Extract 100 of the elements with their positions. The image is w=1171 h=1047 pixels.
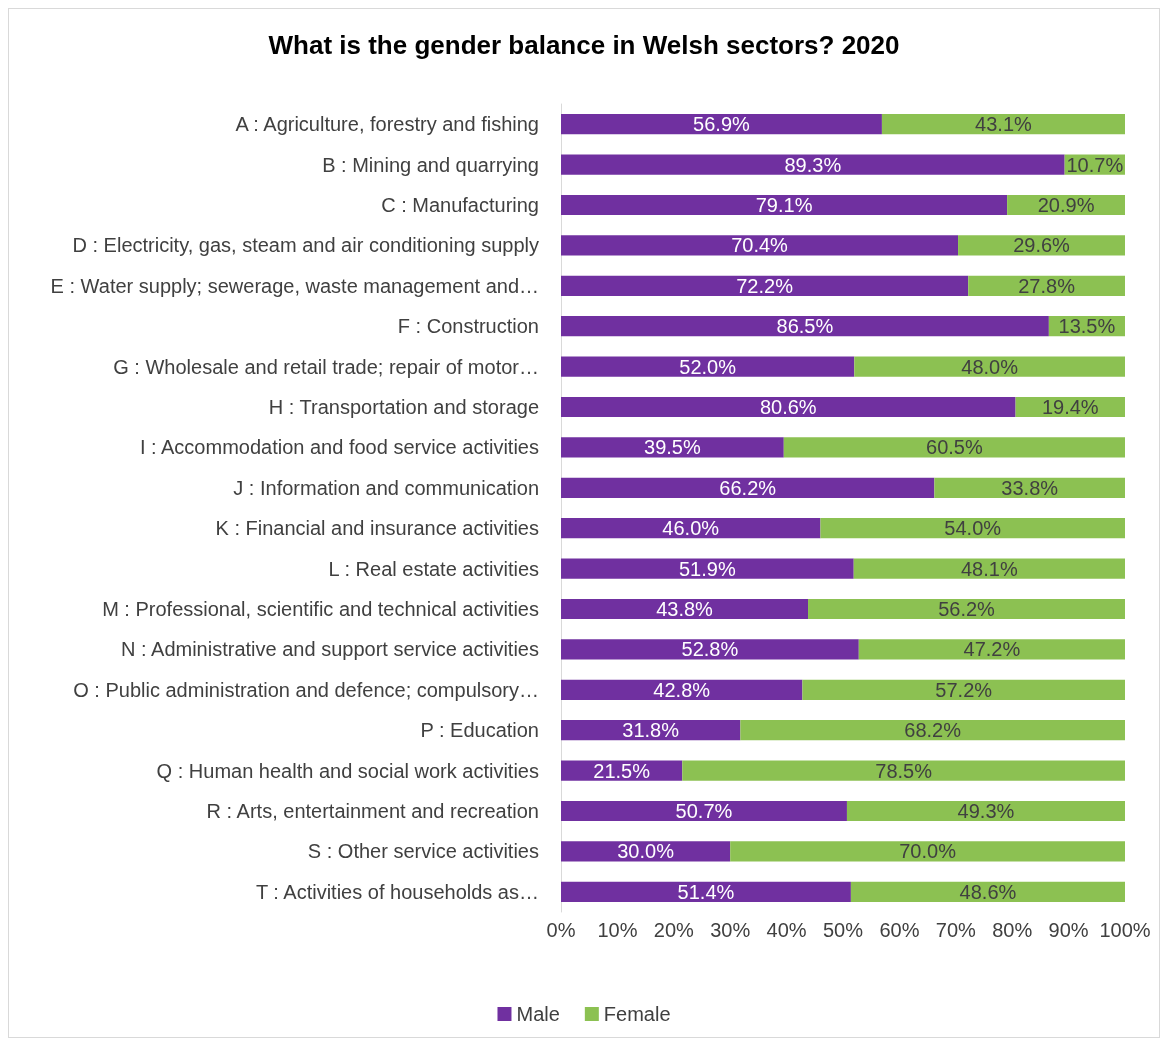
bar xyxy=(561,235,959,256)
data-label: 47.2% xyxy=(963,638,1021,661)
bar xyxy=(846,800,1125,822)
bar xyxy=(561,841,731,862)
bar xyxy=(854,356,1125,377)
bar xyxy=(561,396,1016,418)
data-label: 33.8% xyxy=(1001,476,1059,499)
y-tick-label: N : Administrative and support service activities xyxy=(121,638,539,661)
data-label: 48.6% xyxy=(959,880,1017,903)
bar xyxy=(730,841,1125,862)
bar xyxy=(561,639,859,660)
data-label: 27.8% xyxy=(1018,274,1076,297)
data-label: 48.0% xyxy=(961,355,1019,378)
y-tick-label: H : Transportation and storage xyxy=(268,396,539,418)
data-label: 80.6% xyxy=(759,396,817,418)
data-label: 60.5% xyxy=(926,436,983,459)
data-label: 68.2% xyxy=(904,719,962,742)
data-label: 43.8% xyxy=(656,598,714,620)
bar xyxy=(561,518,821,539)
data-label: 46.0% xyxy=(662,517,720,540)
bar xyxy=(561,800,847,822)
bar xyxy=(561,356,855,377)
data-label: 31.8% xyxy=(622,719,680,742)
data-label: 72.2% xyxy=(736,274,794,297)
bar xyxy=(808,598,1125,620)
data-label: 89.3% xyxy=(784,153,842,176)
data-label: 50.7% xyxy=(675,800,733,822)
data-label: 29.6% xyxy=(1013,234,1071,257)
bar xyxy=(561,558,854,579)
bar xyxy=(561,598,809,620)
bar xyxy=(561,679,803,700)
bar xyxy=(561,194,1008,216)
bar xyxy=(858,639,1125,660)
data-label: 54.0% xyxy=(944,517,1002,540)
bar xyxy=(853,558,1125,579)
data-label: 39.5% xyxy=(644,436,701,459)
data-label: 56.2% xyxy=(938,598,996,620)
bar xyxy=(561,114,882,135)
data-label: 51.4% xyxy=(677,880,735,903)
x-tick-label: 90% xyxy=(1048,919,1089,941)
y-tick-label: E : Water supply; sewerage, waste management and… xyxy=(50,274,539,297)
bar xyxy=(881,114,1125,135)
data-label: 19.4% xyxy=(1041,396,1099,418)
data-label: 52.8% xyxy=(681,638,739,661)
y-tick-label: J : Information and communication xyxy=(233,476,539,499)
x-tick-label: 40% xyxy=(766,919,807,941)
data-label: 20.9% xyxy=(1037,194,1095,216)
data-label: 13.5% xyxy=(1058,315,1116,338)
y-tick-label: D : Electricity, gas, steam and air conditioning supply xyxy=(72,234,539,257)
data-label: 79.1% xyxy=(755,194,813,216)
y-tick-label: T : Activities of households as… xyxy=(255,880,539,903)
bar xyxy=(958,235,1125,256)
y-tick-label: O : Public administration and defence; compulsory… xyxy=(73,678,539,701)
chart-title: What is the gender balance in Welsh sectors? 2020 xyxy=(268,30,900,60)
data-label: 70.0% xyxy=(899,840,957,863)
legend-label: Female xyxy=(603,1003,671,1025)
x-tick-label: 70% xyxy=(935,919,977,941)
data-label: 30.0% xyxy=(617,840,675,863)
bar xyxy=(682,760,1125,781)
bar xyxy=(561,316,1049,337)
data-label: 78.5% xyxy=(875,759,933,782)
y-tick-label: A : Agriculture, forestry and fishing xyxy=(235,113,539,136)
y-tick-label: Q : Human health and social work activities xyxy=(156,759,539,782)
x-tick-label: 50% xyxy=(822,919,864,941)
bar xyxy=(820,518,1125,539)
x-tick-label: 100% xyxy=(1099,919,1151,941)
x-tick-label: 20% xyxy=(653,919,695,941)
y-tick-label: R : Arts, entertainment and recreation xyxy=(206,800,539,822)
data-label: 51.9% xyxy=(679,557,736,580)
x-tick-label: 30% xyxy=(710,919,751,941)
y-tick-label: C : Manufacturing xyxy=(381,194,539,216)
x-tick-label: 80% xyxy=(992,919,1033,941)
data-label: 21.5% xyxy=(593,759,651,782)
bar xyxy=(802,679,1125,700)
data-label: 48.1% xyxy=(961,557,1018,580)
x-tick-label: 0% xyxy=(546,919,576,941)
y-tick-label: B : Mining and quarrying xyxy=(322,153,539,176)
bar xyxy=(740,720,1125,741)
bar xyxy=(561,477,935,498)
y-tick-label: P : Education xyxy=(420,719,539,742)
y-tick-label: K : Financial and insurance activities xyxy=(215,517,539,540)
data-label: 86.5% xyxy=(776,315,834,338)
bar xyxy=(561,154,1065,175)
bar xyxy=(561,881,851,902)
data-label: 49.3% xyxy=(957,800,1015,822)
y-tick-label: S : Other service activities xyxy=(307,840,539,863)
data-label: 42.8% xyxy=(653,678,711,701)
data-label: 43.1% xyxy=(975,113,1033,136)
y-tick-label: L : Real estate activities xyxy=(328,557,539,580)
x-tick-label: 10% xyxy=(597,919,638,941)
bar xyxy=(783,437,1125,458)
y-tick-label: G : Wholesale and retail trade; repair of motor… xyxy=(113,355,539,378)
y-tick-label: F : Construction xyxy=(397,315,539,338)
bar xyxy=(561,275,969,296)
data-label: 56.9% xyxy=(693,113,751,136)
y-tick-label: I : Accommodation and food service activities xyxy=(139,436,539,459)
y-tick-label: M : Professional, scientific and technical activities xyxy=(102,598,539,620)
data-label: 10.7% xyxy=(1066,153,1124,176)
data-label: 66.2% xyxy=(719,476,777,499)
bar xyxy=(561,437,784,458)
